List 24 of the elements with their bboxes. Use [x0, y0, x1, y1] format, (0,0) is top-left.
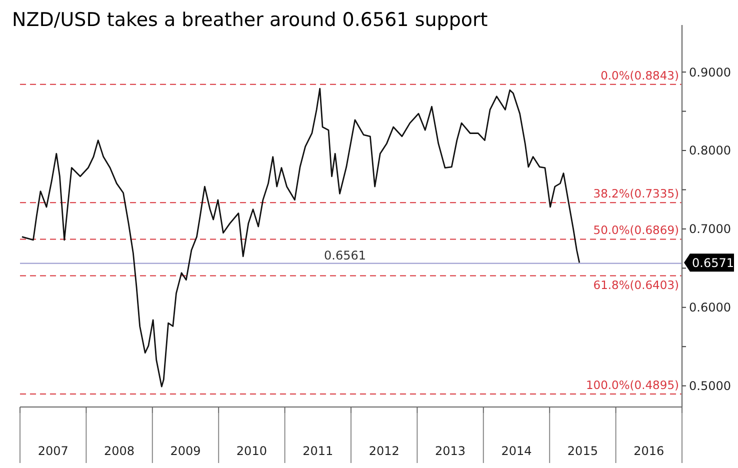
ref-line-label: 50.0%(0.6869)	[593, 223, 679, 238]
ref-line-label: 0.6561	[324, 248, 366, 262]
x-tick-label: 2010	[236, 444, 267, 458]
x-tick-label: 2009	[170, 444, 201, 458]
ref-line-label: 61.8%(0.6403)	[593, 278, 679, 292]
x-tick-label: 2015	[567, 444, 598, 458]
ref-line-label: 38.2%(0.7335)	[593, 186, 679, 201]
y-tick-label: 0.6000	[689, 300, 731, 315]
ref-line-label: 100.0%(0.4895)	[586, 378, 679, 392]
line-series	[21, 88, 580, 388]
y-tick-label: 0.7000	[689, 222, 731, 236]
x-tick-label: 2012	[368, 444, 400, 458]
y-tick-label: 0.8000	[689, 144, 731, 158]
x-tick-label: 2008	[104, 444, 135, 458]
x-tick-label: 2014	[501, 444, 532, 458]
text: 0.6571	[692, 256, 734, 270]
x-tick-label: 2013	[435, 444, 466, 458]
x-tick-label: 2016	[634, 444, 664, 458]
y-tick-label: 0.5000	[689, 379, 731, 394]
x-tick-label: 2007	[38, 444, 68, 458]
chart-title: NZD/USD takes a breather around 0.6561 support	[12, 9, 488, 31]
x-tick-label: 2011	[302, 444, 334, 458]
ref-line-label: 0.0%(0.8843)	[600, 68, 679, 82]
y-tick-label: 0.9000	[689, 65, 731, 80]
